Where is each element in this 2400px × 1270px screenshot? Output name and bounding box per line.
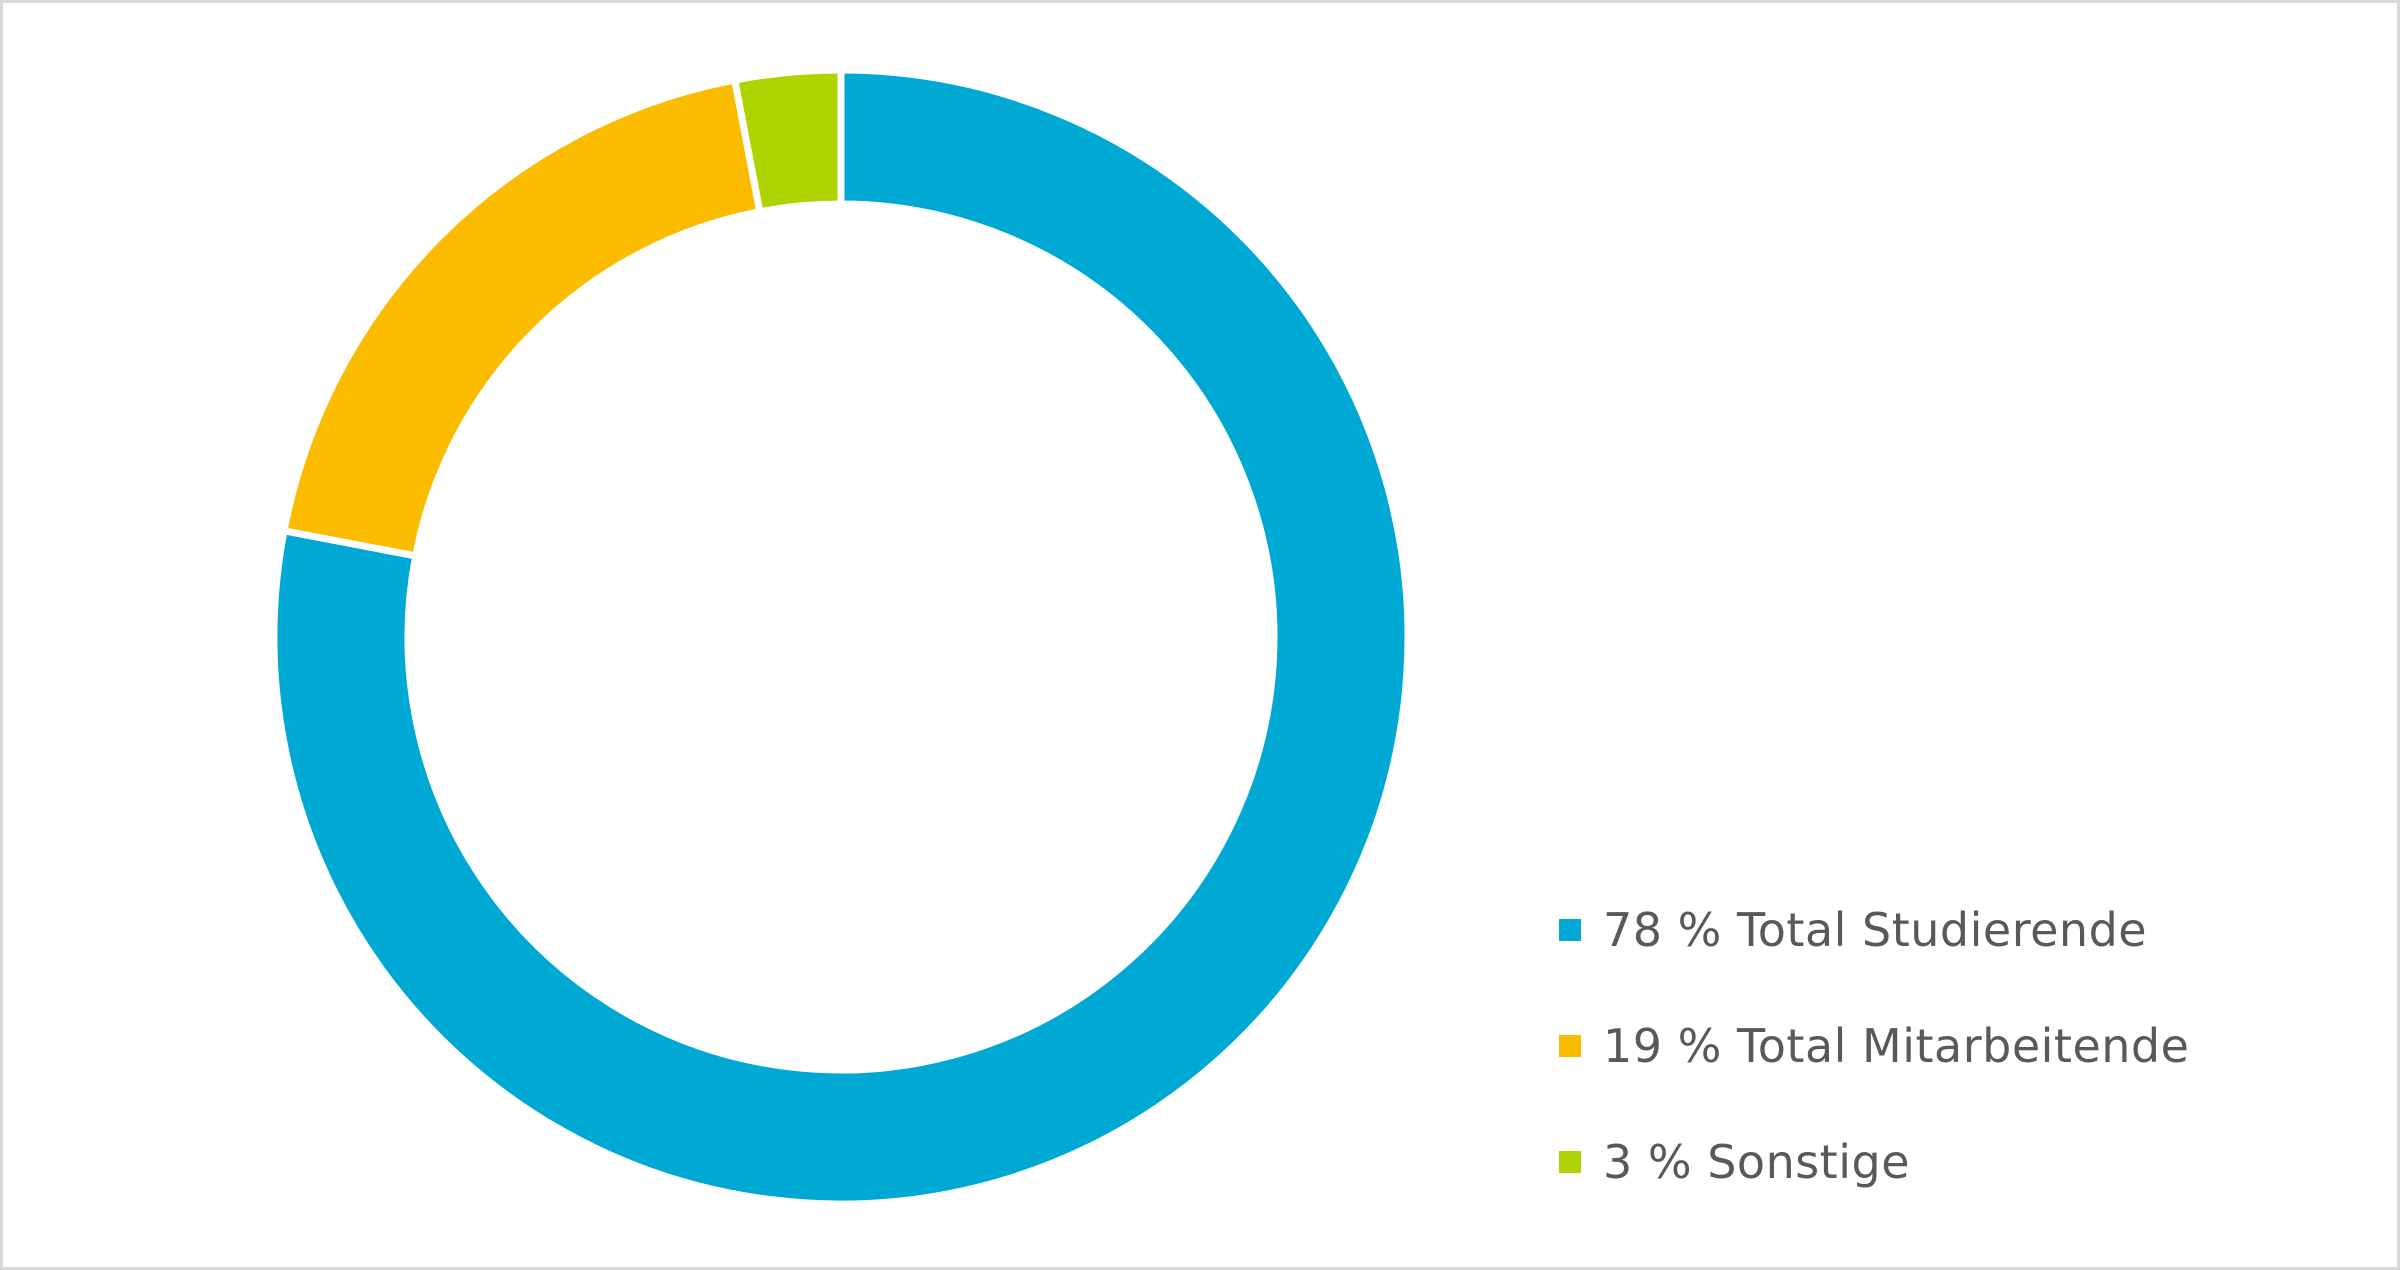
donut-slice-studierende	[270, 66, 1412, 1208]
legend-swatch-sonstige	[1559, 1151, 1581, 1173]
legend-label-sonstige: 3 % Sonstige	[1603, 1135, 1910, 1189]
legend-swatch-studierende	[1559, 919, 1581, 941]
legend-item-studierende: 78 % Total Studierende	[1559, 901, 2189, 959]
chart-legend: 78 % Total Studierende 19 % Total Mitarb…	[1559, 901, 2189, 1191]
donut-slice-mitarbeitende	[279, 75, 764, 560]
legend-item-mitarbeitende: 19 % Total Mitarbeitende	[1559, 1017, 2189, 1075]
legend-label-studierende: 78 % Total Studierende	[1603, 903, 2148, 957]
donut-slice-sonstige	[730, 66, 845, 216]
legend-label-mitarbeitende: 19 % Total Mitarbeitende	[1603, 1019, 2190, 1073]
legend-swatch-mitarbeitende	[1559, 1035, 1581, 1057]
donut-slices	[270, 66, 1412, 1208]
legend-item-sonstige: 3 % Sonstige	[1559, 1133, 2189, 1191]
donut-chart	[270, 66, 1412, 1208]
